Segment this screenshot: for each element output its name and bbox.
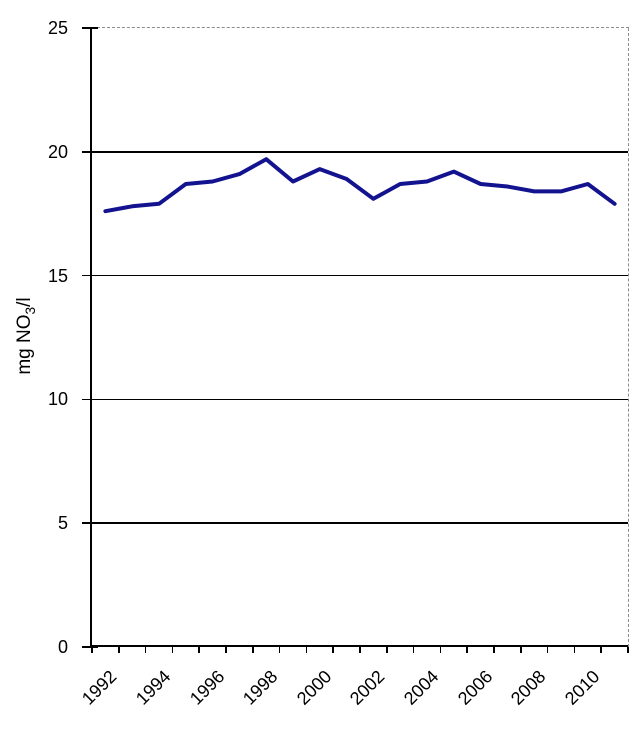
x-tick-label: 2004 [399, 666, 443, 709]
y-tick-label: 5 [57, 513, 68, 534]
y-tick-label: 25 [47, 18, 68, 38]
x-axis-tick [91, 647, 93, 653]
x-axis-tick [573, 647, 576, 653]
plot-border-top [92, 27, 629, 28]
y-axis-line [90, 28, 92, 648]
data-series-line [103, 157, 617, 214]
x-axis-tick [386, 647, 388, 653]
x-axis-tick [439, 647, 442, 653]
x-tick-label: 1998 [239, 666, 282, 709]
x-axis-tick [252, 647, 254, 653]
y-axis-title-text: mg NO [14, 314, 36, 375]
y-axis-tick-25 [82, 27, 98, 29]
x-axis-tick [171, 647, 174, 653]
x-axis-tick [546, 647, 549, 653]
y-axis-tick-0 [82, 646, 98, 648]
x-axis-tick [520, 647, 522, 653]
x-tick-label: 2002 [346, 666, 389, 709]
y-tick-label: 10 [47, 389, 68, 410]
x-tick-label: 1994 [131, 666, 175, 709]
x-tick-label: 1992 [78, 666, 121, 709]
x-axis-tick [305, 647, 308, 653]
plot-border-right [628, 28, 629, 647]
y-axis-tick-10 [82, 398, 98, 401]
plot-svg [103, 157, 617, 214]
x-axis-tick [412, 647, 415, 653]
x-axis-tick [225, 647, 227, 653]
y-tick-label: 15 [47, 265, 68, 286]
gridline-20 [92, 151, 628, 153]
y-axis-tick-20 [82, 151, 98, 153]
x-axis-tick [118, 647, 120, 653]
y-tick-label: 0 [57, 637, 68, 657]
x-axis-tick [198, 647, 200, 653]
x-tick-label: 2010 [560, 666, 604, 709]
y-axis-title-unit: /l [14, 297, 36, 307]
gridline-10 [92, 398, 628, 401]
x-axis-tick [332, 647, 334, 653]
y-axis-title: mg NO3/l [14, 297, 38, 374]
y-axis-tick-15 [82, 274, 98, 277]
x-tick-label: 1996 [185, 666, 229, 709]
x-axis-tick [466, 647, 468, 653]
y-axis-tick-5 [82, 522, 98, 524]
x-tick-label: 2006 [453, 666, 497, 709]
x-axis-tick [278, 647, 281, 653]
gridline-15 [92, 274, 628, 277]
y-tick-label: 20 [47, 141, 68, 162]
x-axis-tick [144, 647, 147, 653]
y-axis-title-subscript: 3 [22, 306, 38, 315]
gridline-5 [92, 522, 628, 524]
x-axis-line [90, 645, 628, 647]
x-tick-label: 2000 [292, 666, 336, 709]
x-axis-tick [493, 647, 495, 653]
x-tick-label: 2008 [507, 666, 550, 709]
x-axis-tick [600, 647, 602, 653]
x-axis-tick [627, 647, 629, 653]
x-axis-tick [359, 647, 361, 653]
